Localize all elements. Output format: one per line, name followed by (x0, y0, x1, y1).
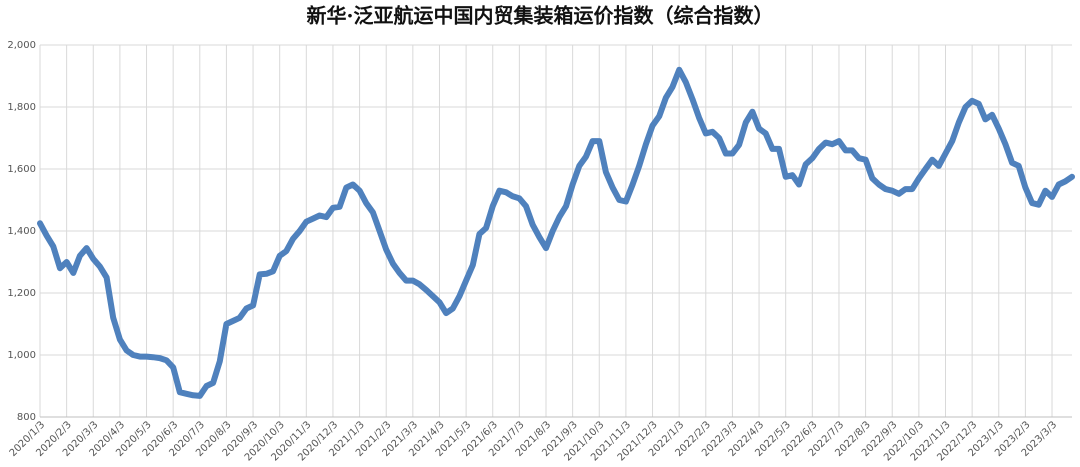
chart-title: 新华·泛亚航运中国内贸集装箱运价指数（综合指数） (307, 4, 774, 28)
y-tick-label: 1,400 (7, 226, 36, 237)
y-tick-label: 1,000 (7, 350, 36, 361)
y-tick-label: 2,000 (7, 40, 36, 51)
series-line (37, 66, 1075, 399)
y-tick-label: 1,800 (7, 102, 36, 113)
y-tick-label: 800 (17, 412, 36, 423)
y-tick-label: 1,200 (7, 288, 36, 299)
y-tick-label: 1,600 (7, 164, 36, 175)
